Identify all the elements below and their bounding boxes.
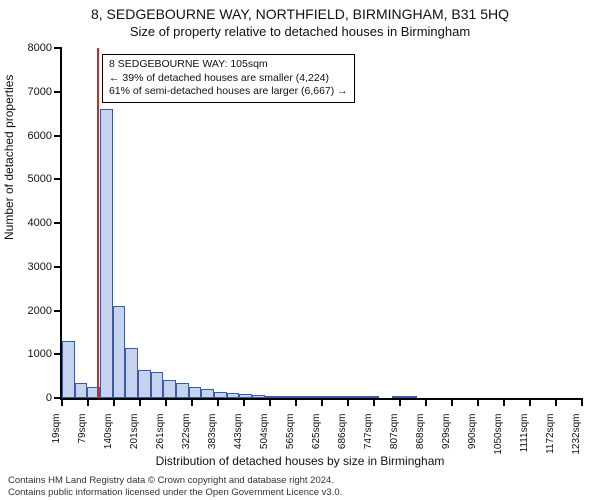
infobox-line3: 61% of semi-detached houses are larger (… xyxy=(109,85,348,99)
y-tick xyxy=(54,91,62,93)
histogram-bar xyxy=(189,387,202,398)
y-tick xyxy=(54,353,62,355)
histogram-bar xyxy=(163,380,176,398)
x-tick xyxy=(191,398,193,406)
histogram-bar xyxy=(404,396,417,398)
marker-infobox: 8 SEDGEBOURNE WAY: 105sqm ← 39% of detac… xyxy=(102,54,355,103)
histogram-bar xyxy=(328,396,341,398)
x-tick-label: 625sqm xyxy=(311,414,322,450)
x-tick-label: 79sqm xyxy=(77,414,88,444)
x-tick-label: 140sqm xyxy=(103,414,114,450)
histogram-bar xyxy=(151,372,164,398)
histogram-bar xyxy=(366,396,379,398)
y-tick-label: 3000 xyxy=(28,261,52,273)
x-tick-label: 19sqm xyxy=(51,414,62,444)
histogram-bar xyxy=(252,395,265,398)
x-tick xyxy=(243,398,245,406)
y-tick-label: 7000 xyxy=(28,86,52,98)
infobox-line2: ← 39% of detached houses are smaller (4,… xyxy=(109,72,348,86)
histogram-bar xyxy=(62,341,75,398)
histogram-bar xyxy=(277,396,290,398)
x-tick xyxy=(165,398,167,406)
histogram-bar xyxy=(239,394,252,398)
y-tick xyxy=(54,310,62,312)
y-axis-label: Number of detached properties xyxy=(2,75,16,240)
histogram-bar xyxy=(176,383,189,398)
x-tick xyxy=(581,398,583,406)
x-axis-label: Distribution of detached houses by size … xyxy=(0,454,600,468)
page-subtitle: Size of property relative to detached ho… xyxy=(0,24,600,39)
x-tick-label: 868sqm xyxy=(415,414,426,450)
x-tick xyxy=(113,398,115,406)
x-tick xyxy=(555,398,557,406)
x-tick-label: 686sqm xyxy=(337,414,348,450)
x-tick xyxy=(61,398,63,406)
x-tick xyxy=(529,398,531,406)
x-tick-label: 1172sqm xyxy=(545,414,556,454)
x-tick-label: 261sqm xyxy=(155,414,166,450)
histogram-bar xyxy=(227,393,240,398)
x-tick-label: 990sqm xyxy=(467,414,478,450)
x-tick-label: 1050sqm xyxy=(493,414,504,455)
disclaimer-line2: Contains public information licensed und… xyxy=(8,487,342,498)
x-tick xyxy=(139,398,141,406)
disclaimer-line1: Contains HM Land Registry data © Crown c… xyxy=(8,475,342,486)
histogram-bar xyxy=(316,396,329,398)
y-tick xyxy=(54,47,62,49)
y-tick-label: 5000 xyxy=(28,173,52,185)
histogram-bar xyxy=(113,306,126,398)
histogram-bar xyxy=(125,348,138,398)
x-tick xyxy=(321,398,323,406)
y-tick xyxy=(54,178,62,180)
disclaimer: Contains HM Land Registry data © Crown c… xyxy=(8,475,342,498)
y-tick-label: 4000 xyxy=(28,217,52,229)
histogram-bar xyxy=(341,396,354,398)
x-tick xyxy=(477,398,479,406)
x-tick-label: 322sqm xyxy=(181,414,192,450)
histogram-bar xyxy=(392,396,405,398)
x-tick xyxy=(503,398,505,406)
x-tick-label: 201sqm xyxy=(129,414,140,450)
y-tick-label: 2000 xyxy=(28,305,52,317)
y-tick-label: 6000 xyxy=(28,130,52,142)
histogram-bar xyxy=(290,396,303,398)
y-tick xyxy=(54,135,62,137)
x-tick xyxy=(295,398,297,406)
y-tick xyxy=(54,222,62,224)
y-tick xyxy=(54,266,62,268)
y-tick-label: 0 xyxy=(46,392,52,404)
x-tick-label: 1111sqm xyxy=(519,414,530,453)
x-tick-label: 929sqm xyxy=(441,414,452,450)
x-tick xyxy=(347,398,349,406)
marker-line xyxy=(97,48,99,398)
x-tick xyxy=(451,398,453,406)
histogram-bar xyxy=(75,383,88,398)
x-tick-label: 383sqm xyxy=(207,414,218,450)
x-tick-label: 1232sqm xyxy=(571,414,582,455)
x-tick xyxy=(87,398,89,406)
histogram-bar xyxy=(138,370,151,398)
chart-page: 8, SEDGEBOURNE WAY, NORTHFIELD, BIRMINGH… xyxy=(0,0,600,500)
x-tick xyxy=(425,398,427,406)
y-tick-label: 8000 xyxy=(28,42,52,54)
x-tick-label: 747sqm xyxy=(363,414,374,450)
x-tick-label: 443sqm xyxy=(233,414,244,450)
x-tick-label: 807sqm xyxy=(389,414,400,450)
histogram-bar xyxy=(354,396,367,398)
x-tick-label: 504sqm xyxy=(259,414,270,450)
x-tick xyxy=(373,398,375,406)
x-tick xyxy=(269,398,271,406)
histogram-bar xyxy=(201,389,214,398)
histogram-bar xyxy=(100,109,113,398)
histogram-plot: 8 SEDGEBOURNE WAY: 105sqm ← 39% of detac… xyxy=(60,48,582,400)
histogram-bar xyxy=(265,396,278,398)
histogram-bar xyxy=(303,396,316,398)
histogram-bar xyxy=(214,392,227,398)
x-tick-label: 565sqm xyxy=(285,414,296,450)
page-title: 8, SEDGEBOURNE WAY, NORTHFIELD, BIRMINGH… xyxy=(0,6,600,22)
x-tick xyxy=(399,398,401,406)
y-tick-label: 1000 xyxy=(28,348,52,360)
x-tick xyxy=(217,398,219,406)
infobox-line1: 8 SEDGEBOURNE WAY: 105sqm xyxy=(109,58,348,72)
